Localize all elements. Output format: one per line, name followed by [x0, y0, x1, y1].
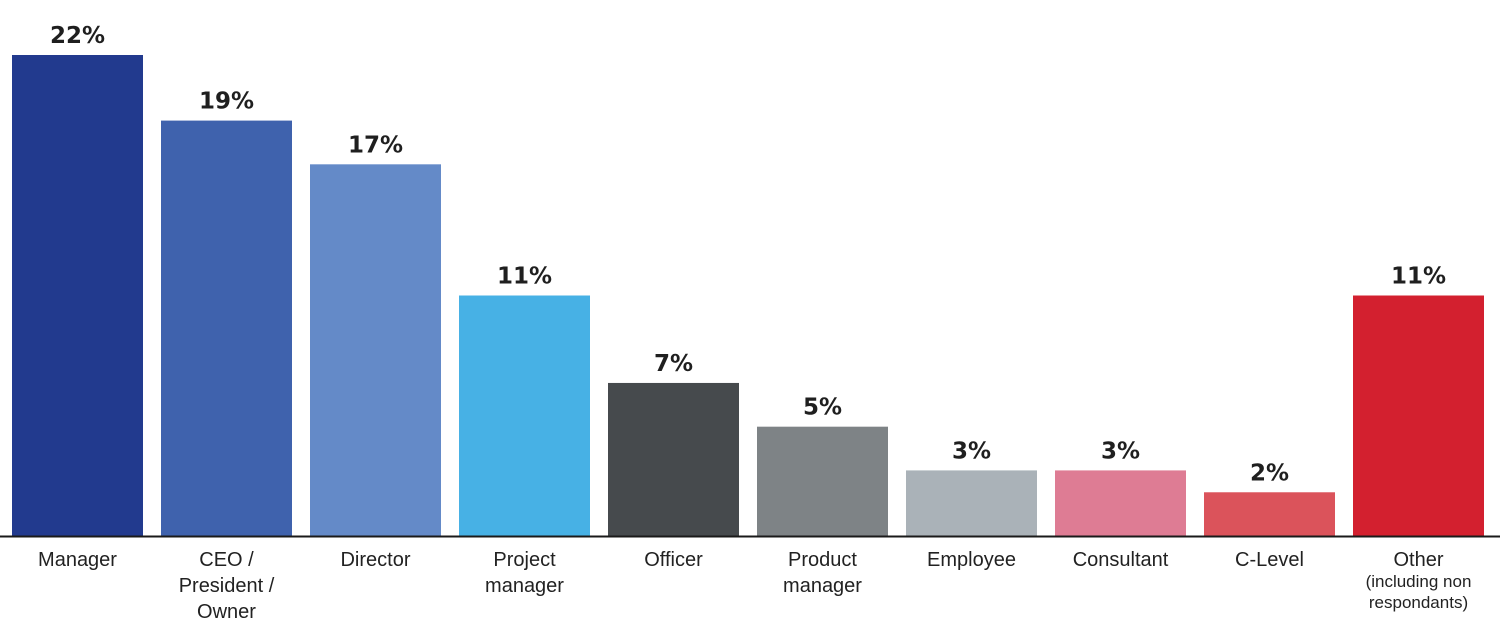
value-label-1: 19%: [199, 89, 254, 115]
category-label-5-line-1: manager: [783, 575, 862, 597]
bar-7: [1055, 470, 1186, 536]
category-label-7-line-0: Consultant: [1073, 549, 1169, 571]
category-label-0-line-0: Manager: [38, 549, 117, 571]
value-label-6: 3%: [952, 438, 991, 464]
bar-9: [1353, 295, 1484, 536]
category-label-8-line-0: C-Level: [1235, 549, 1304, 571]
bar-0: [12, 55, 143, 536]
bar-4: [608, 382, 739, 536]
bar-6: [906, 470, 1037, 536]
bar-1: [161, 120, 292, 536]
value-label-5: 5%: [803, 395, 842, 421]
category-label-1-line-2: Owner: [197, 601, 256, 623]
value-label-3: 11%: [497, 264, 552, 290]
value-label-9: 11%: [1391, 264, 1446, 290]
value-label-8: 2%: [1250, 460, 1289, 486]
category-label-5-line-0: Product: [788, 549, 857, 571]
value-label-7: 3%: [1101, 438, 1140, 464]
category-label-1-line-1: President /: [179, 575, 275, 597]
value-label-0: 22%: [50, 23, 105, 49]
category-labels-group: Manager CEO / President / Owner Director Proj…: [38, 549, 1471, 623]
category-label-4-line-0: Officer: [644, 549, 703, 571]
category-label-9-line-1: (including non: [1366, 572, 1472, 591]
value-label-2: 17%: [348, 132, 403, 158]
category-label-6-line-0: Employee: [927, 549, 1016, 571]
bar-8: [1204, 492, 1335, 536]
category-label-1-line-0: CEO /: [199, 549, 254, 571]
category-label-2-line-0: Director: [340, 549, 410, 571]
bar-3: [459, 295, 590, 536]
category-label-3-line-0: Project: [493, 549, 556, 571]
bar-2: [310, 164, 441, 536]
category-label-3-line-1: manager: [485, 575, 564, 597]
value-label-4: 7%: [654, 351, 693, 377]
bars-group: [12, 55, 1484, 536]
category-label-9-line-2: respondants): [1369, 593, 1468, 612]
bar-5: [757, 426, 888, 536]
category-label-9-line-0: Other: [1393, 549, 1443, 571]
value-labels-group: 22% 19% 17% 11% 7% 5% 3% 3% 2% 11%: [50, 23, 1446, 486]
